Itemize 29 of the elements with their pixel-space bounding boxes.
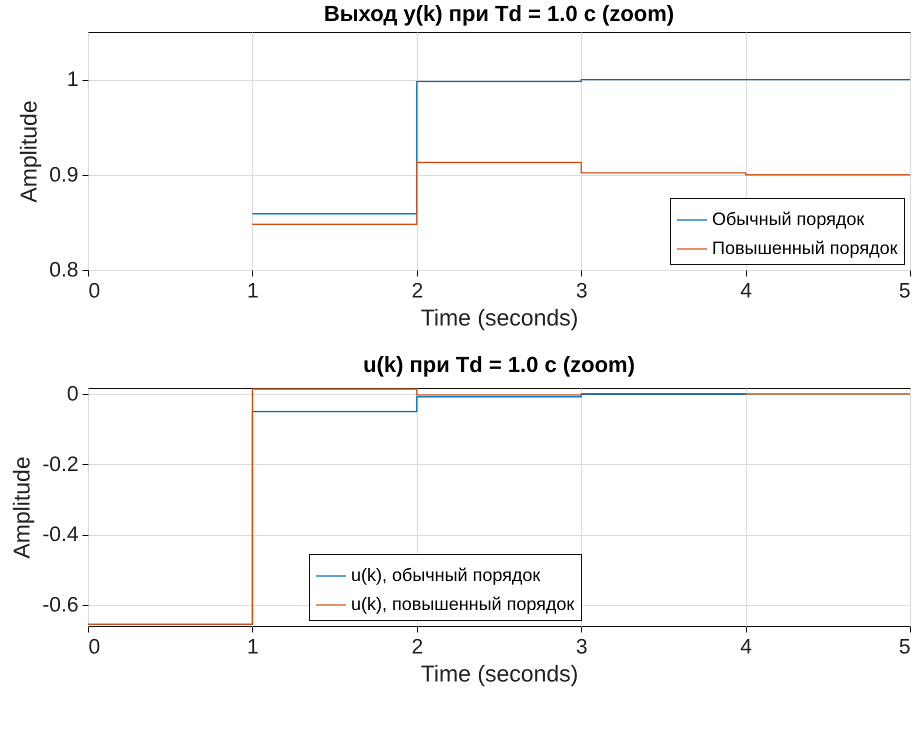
- x-axis-title: Time (seconds): [420, 304, 578, 330]
- x-tick-label: 5: [898, 280, 910, 302]
- y-tick-label: -0.2: [42, 452, 78, 476]
- x-tick-label: 1: [247, 636, 259, 658]
- y-tick-label: -0.4: [42, 523, 79, 546]
- y-tick-label: 1: [66, 68, 78, 92]
- x-tick-label: 3: [576, 636, 588, 658]
- legend-label: u(k), обычный порядок: [351, 565, 540, 585]
- y-tick-label: 0: [66, 382, 78, 406]
- y-tick-label: 0.9: [49, 163, 78, 186]
- y-tick-label: 0.8: [49, 258, 78, 282]
- x-tick-label: 4: [740, 636, 752, 658]
- y-axis-title: Amplitude: [8, 456, 34, 559]
- x-axis-title: Time (seconds): [420, 660, 578, 686]
- x-tick-label: 2: [411, 636, 424, 658]
- x-tick-label: 1: [247, 280, 259, 302]
- x-tick-label: 0: [88, 636, 100, 658]
- y-axis-title: Amplitude: [15, 100, 42, 203]
- legend-label: Обычный порядок: [712, 209, 864, 229]
- x-tick-label: 4: [740, 280, 752, 302]
- chart-title: u(k) при Td = 1.0 с (zoom): [363, 352, 635, 377]
- x-tick-label: 0: [88, 280, 100, 302]
- x-tick-label: 5: [898, 636, 910, 658]
- y-tick-label: -0.6: [42, 593, 78, 616]
- x-tick-label: 2: [411, 280, 424, 302]
- chart-title: Выход y(k) при Td = 1.0 с (zoom): [324, 1, 674, 26]
- x-tick-label: 3: [576, 280, 588, 302]
- legend-label: u(k), повышенный порядок: [351, 594, 574, 614]
- legend-label: Повышенный порядок: [712, 238, 898, 258]
